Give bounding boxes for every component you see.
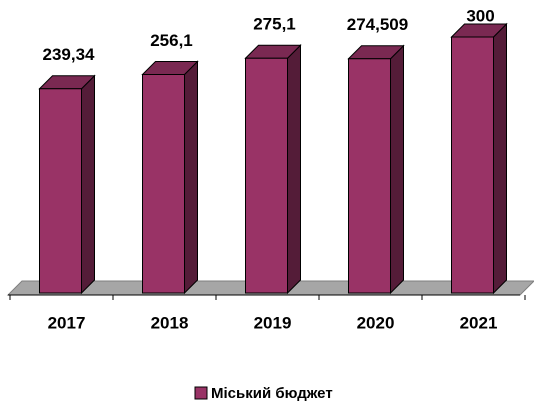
bar-face xyxy=(81,74,95,295)
bar-face xyxy=(493,22,507,295)
bar xyxy=(141,60,199,295)
data-label: 275,1 xyxy=(253,15,296,34)
x-tick-label: 2018 xyxy=(151,313,189,332)
bar-face xyxy=(348,58,391,294)
data-label: 256,1 xyxy=(150,31,193,50)
bar-face xyxy=(451,36,494,294)
bar xyxy=(244,44,302,295)
legend-label: Міський бюджет xyxy=(211,385,333,402)
bar xyxy=(450,22,508,295)
data-label: 300 xyxy=(466,6,494,25)
x-tick-label: 2021 xyxy=(460,313,498,332)
data-label: 239,34 xyxy=(43,45,96,64)
x-tick-label: 2019 xyxy=(254,313,292,332)
bar-face xyxy=(245,57,288,294)
data-label: 274,509 xyxy=(347,15,408,34)
bar-face xyxy=(184,60,198,295)
bar xyxy=(347,44,405,295)
legend-swatch xyxy=(194,386,208,400)
bar-face xyxy=(287,44,301,295)
bar-face xyxy=(39,88,82,294)
bar-face xyxy=(390,44,404,295)
bar xyxy=(38,74,96,295)
x-tick-label: 2020 xyxy=(357,313,395,332)
x-tick-label: 2017 xyxy=(48,313,86,332)
bar-face xyxy=(142,73,185,294)
